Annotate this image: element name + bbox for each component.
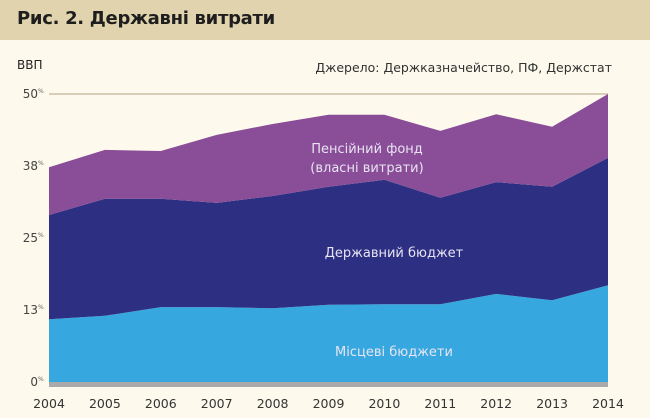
source-note: Джерело: Держказначейство, ПФ, Держстат bbox=[315, 60, 612, 75]
y-tick-suffix: % bbox=[38, 88, 44, 95]
area-label-line: (власні витрати) bbox=[310, 161, 423, 176]
area-label-line: Місцеві бюджети bbox=[335, 345, 453, 360]
y-tick-label: 13 bbox=[23, 303, 38, 317]
x-tick-label: 2010 bbox=[368, 396, 400, 411]
x-tick-label: 2014 bbox=[592, 396, 624, 411]
area-label-line: Державний бюджет bbox=[325, 246, 464, 261]
x-tick-label: 2008 bbox=[257, 396, 289, 411]
x-tick-label: 2013 bbox=[536, 396, 568, 411]
y-tick-label: 0 bbox=[30, 375, 38, 389]
area-label-1: Місцеві бюджети bbox=[335, 345, 453, 360]
y-tick-suffix: % bbox=[38, 232, 44, 239]
x-tick-label: 2009 bbox=[313, 396, 345, 411]
y-tick-label: 50 bbox=[23, 87, 38, 101]
y-tick-label: 25 bbox=[23, 231, 38, 245]
x-tick-label: 2005 bbox=[89, 396, 121, 411]
x-tick-label: 2011 bbox=[424, 396, 456, 411]
area-label-2: Державний бюджет bbox=[325, 246, 464, 261]
x-tick-label: 2006 bbox=[145, 396, 177, 411]
area-label-3: Пенсійний фонд (власні витрати) bbox=[310, 142, 423, 176]
y-tick-suffix: % bbox=[38, 376, 44, 383]
chart-title: Рис. 2. Державні витрати bbox=[17, 8, 275, 29]
x-tick-label: 2007 bbox=[201, 396, 233, 411]
x-tick-label: 2012 bbox=[480, 396, 512, 411]
title-bar: Рис. 2. Державні витрати bbox=[0, 0, 650, 40]
x-axis-baseline bbox=[49, 382, 608, 387]
x-tick-label: 2004 bbox=[33, 396, 65, 411]
area-series-2 bbox=[49, 157, 608, 320]
area-series-3 bbox=[49, 94, 608, 215]
y-tick-suffix: % bbox=[38, 304, 44, 311]
y-tick-label: 38 bbox=[23, 159, 38, 173]
y-tick-suffix: % bbox=[38, 160, 44, 167]
area-label-line: Пенсійний фонд bbox=[311, 142, 423, 157]
area-series-1 bbox=[49, 285, 608, 382]
y-axis-label: ВВП bbox=[17, 58, 43, 72]
